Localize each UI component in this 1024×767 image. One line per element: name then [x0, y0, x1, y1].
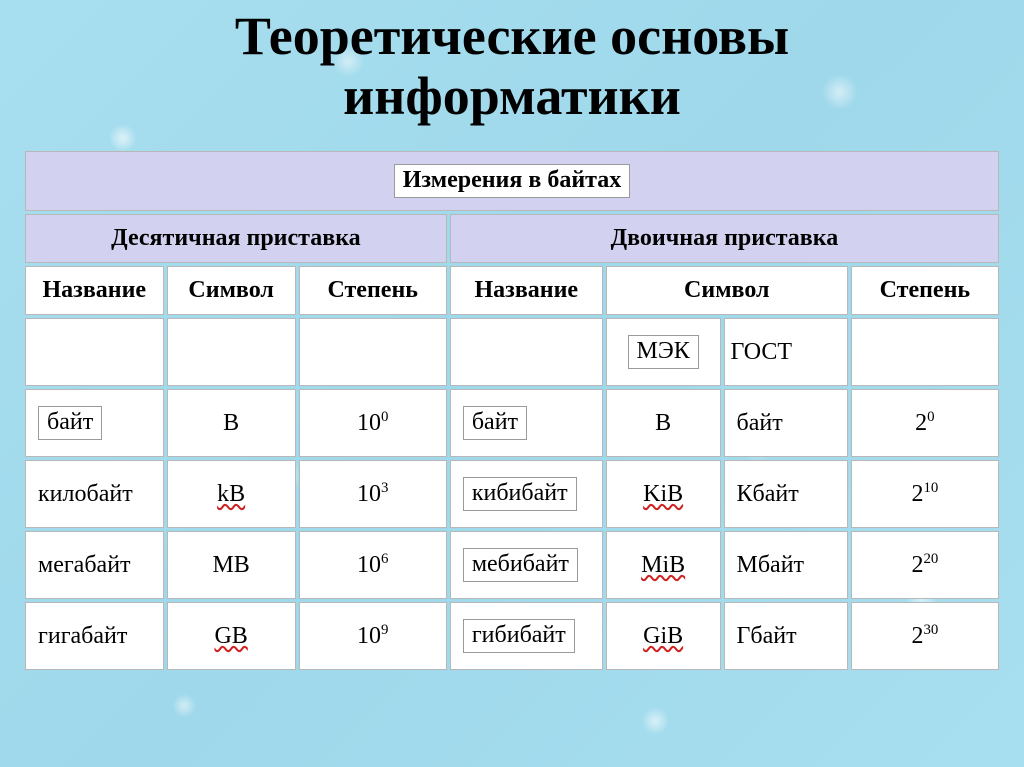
sub-header-row: МЭК ГОСТ: [25, 318, 999, 386]
group-header-row: Десятичная приставка Двоичная приставка: [25, 214, 999, 263]
table-cell: 103: [299, 460, 447, 528]
table-caption-row: Измерения в байтах: [25, 151, 999, 211]
col-dec-name-label: Название: [26, 267, 163, 314]
table-cell: байт: [724, 389, 848, 457]
power-value: 230: [911, 623, 938, 649]
col-bin-power-label: Степень: [852, 267, 998, 314]
sub-gost-label: ГОСТ: [725, 329, 847, 376]
cell-text: B: [223, 410, 239, 436]
sub-empty-2: [167, 318, 296, 386]
table-cell: MB: [167, 531, 296, 599]
group-header-binary-label: Двоичная приставка: [451, 215, 998, 262]
cell-text: MB: [212, 552, 249, 578]
table-cell: мебибайт: [450, 531, 603, 599]
sub-iec: МЭК: [606, 318, 721, 386]
group-header-decimal: Десятичная приставка: [25, 214, 447, 263]
group-header-decimal-label: Десятичная приставка: [26, 215, 446, 262]
table-cell: байт: [25, 389, 164, 457]
table-cell: 210: [851, 460, 999, 528]
bytes-table: Измерения в байтах Десятичная приставка …: [22, 148, 1002, 673]
table-cell: гигабайт: [25, 602, 164, 670]
sub-empty-4: [450, 318, 603, 386]
cell-text: байт: [38, 406, 102, 439]
power-value: 103: [357, 481, 388, 507]
table-cell: GB: [167, 602, 296, 670]
cell-text: гибибайт: [463, 619, 575, 652]
col-dec-power-label: Степень: [300, 267, 446, 314]
table-row: килобайт kB 103 кибибайт KiB Кбайт 210: [25, 460, 999, 528]
sub-empty-7: [851, 318, 999, 386]
title-line-1: Теоретические основы: [235, 6, 789, 66]
table-caption: Измерения в байтах: [394, 164, 630, 197]
group-header-binary: Двоичная приставка: [450, 214, 999, 263]
table-cell: Гбайт: [724, 602, 848, 670]
cell-text: MiB: [641, 552, 685, 578]
cell-text: кибибайт: [463, 477, 577, 510]
slide: Теоретические основы информатики Измерен…: [0, 0, 1024, 767]
table-cell: 109: [299, 602, 447, 670]
cell-text: GiB: [643, 623, 683, 649]
col-bin-symbol: Символ: [606, 266, 848, 315]
table-cell: байт: [450, 389, 603, 457]
cell-text: байт: [463, 406, 527, 439]
table-cell: 106: [299, 531, 447, 599]
power-value: 20: [915, 410, 934, 436]
table-cell: гибибайт: [450, 602, 603, 670]
table-cell: 20: [851, 389, 999, 457]
table-cell: мегабайт: [25, 531, 164, 599]
page-title: Теоретические основы информатики: [0, 0, 1024, 127]
cell-text: B: [655, 410, 671, 436]
power-value: 109: [357, 623, 388, 649]
power-value: 220: [911, 552, 938, 578]
col-dec-symbol: Символ: [167, 266, 296, 315]
col-bin-name: Название: [450, 266, 603, 315]
bytes-table-wrapper: Измерения в байтах Десятичная приставка …: [22, 148, 1002, 673]
cell-text: Гбайт: [737, 623, 797, 649]
sub-empty-1: [25, 318, 164, 386]
col-dec-symbol-label: Символ: [168, 267, 295, 314]
cell-text: kB: [217, 481, 245, 507]
cell-text: гигабайт: [38, 623, 127, 649]
col-bin-power: Степень: [851, 266, 999, 315]
sub-iec-label: МЭК: [628, 335, 699, 368]
table-cell: 230: [851, 602, 999, 670]
table-row: мегабайт MB 106 мебибайт MiB Мбайт 220: [25, 531, 999, 599]
col-dec-power: Степень: [299, 266, 447, 315]
table-caption-cell: Измерения в байтах: [25, 151, 999, 211]
cell-text: мегабайт: [38, 552, 131, 578]
cell-text: мебибайт: [463, 548, 578, 581]
table-row: гигабайт GB 109 гибибайт GiB Гбайт 230: [25, 602, 999, 670]
table-cell: Мбайт: [724, 531, 848, 599]
title-line-2: информатики: [343, 66, 681, 126]
sub-gost: ГОСТ: [724, 318, 848, 386]
power-value: 100: [357, 410, 388, 436]
table-cell: GiB: [606, 602, 721, 670]
cell-text: GB: [214, 623, 247, 649]
cell-text: Мбайт: [737, 552, 805, 578]
table-cell: Кбайт: [724, 460, 848, 528]
table-cell: kB: [167, 460, 296, 528]
col-bin-symbol-label: Символ: [607, 267, 847, 314]
power-value: 210: [911, 481, 938, 507]
table-row: байт B 100 байт Bбайт 20: [25, 389, 999, 457]
cell-text: KiB: [643, 481, 683, 507]
col-dec-name: Название: [25, 266, 164, 315]
table-cell: 220: [851, 531, 999, 599]
table-cell: MiB: [606, 531, 721, 599]
cell-text: килобайт: [38, 481, 133, 507]
table-cell: KiB: [606, 460, 721, 528]
column-header-row: Название Символ Степень Название Символ …: [25, 266, 999, 315]
table-cell: B: [167, 389, 296, 457]
table-cell: 100: [299, 389, 447, 457]
table-cell: B: [606, 389, 721, 457]
table-cell: килобайт: [25, 460, 164, 528]
col-bin-name-label: Название: [451, 267, 602, 314]
table-cell: кибибайт: [450, 460, 603, 528]
sub-empty-3: [299, 318, 447, 386]
cell-text: Кбайт: [737, 481, 799, 507]
power-value: 106: [357, 552, 388, 578]
cell-text: байт: [737, 410, 783, 436]
